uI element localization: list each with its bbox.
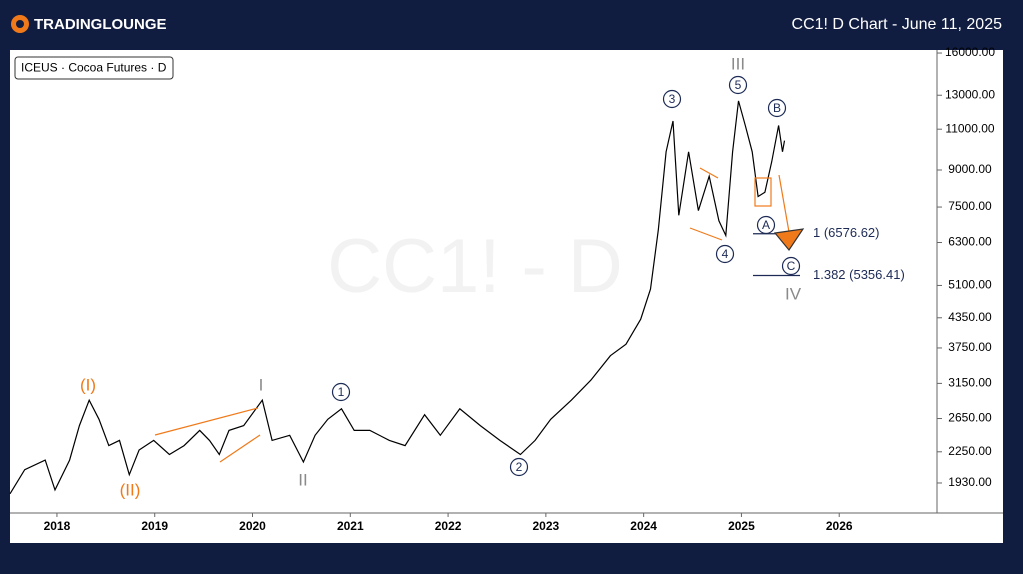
y-tick-label: 3750.00 bbox=[948, 340, 992, 354]
wave-label: A bbox=[762, 218, 770, 232]
wave-label: I bbox=[259, 375, 264, 394]
fib-level-label: 1 (6576.62) bbox=[813, 225, 880, 240]
logo-text: TRADINGLOUNGE bbox=[34, 16, 167, 33]
wave-circle bbox=[662, 89, 682, 109]
wave-circle bbox=[756, 215, 776, 235]
logo-icon-inner bbox=[16, 20, 24, 28]
x-tick-label: 2026 bbox=[826, 519, 853, 533]
wave-label: 2 bbox=[516, 460, 523, 474]
trend-line bbox=[154, 407, 259, 436]
x-tick-label: 2024 bbox=[630, 519, 657, 533]
price-line bbox=[9, 100, 786, 495]
wave-label: 4 bbox=[722, 247, 729, 261]
wave-label: C bbox=[787, 259, 796, 273]
trend-line bbox=[219, 434, 261, 463]
wave-circle bbox=[728, 75, 748, 95]
wave-circle bbox=[781, 256, 801, 276]
x-tick-label: 2023 bbox=[533, 519, 560, 533]
y-tick-label: 5100.00 bbox=[948, 278, 992, 292]
y-tick-label: 16000.00 bbox=[945, 45, 995, 59]
plot-background bbox=[10, 50, 1003, 543]
y-tick-label: 2250.00 bbox=[948, 444, 992, 458]
y-tick-label: 6300.00 bbox=[948, 235, 992, 249]
wave-drawings bbox=[154, 167, 805, 463]
trend-line bbox=[699, 167, 719, 179]
wave-label: (I) bbox=[80, 375, 96, 394]
fib-level-label: 1.382 (5356.41) bbox=[813, 267, 905, 282]
projection-line bbox=[778, 174, 790, 233]
y-tick-label: 13000.00 bbox=[945, 87, 995, 101]
wave-label: 1 bbox=[338, 385, 345, 399]
wave-label: (II) bbox=[120, 480, 141, 499]
wave-label: IV bbox=[785, 284, 802, 303]
y-tick-label: 3150.00 bbox=[948, 376, 992, 390]
y-tick-label: 1930.00 bbox=[948, 475, 992, 489]
wave-label: III bbox=[731, 54, 745, 73]
x-tick-label: 2025 bbox=[728, 519, 755, 533]
wave-label: II bbox=[298, 470, 307, 489]
target-triangle bbox=[773, 228, 805, 252]
wave-circle bbox=[767, 98, 787, 118]
logo: TRADINGLOUNGE bbox=[11, 15, 167, 33]
x-tick-label: 2022 bbox=[435, 519, 462, 533]
x-tick-label: 2018 bbox=[44, 519, 71, 533]
marks: 1930.00 2250.00 2650.00 3150.00 3750.00 4350.… bbox=[9, 45, 995, 533]
wave-label: 3 bbox=[669, 92, 676, 106]
y-tick-label: 4350.00 bbox=[948, 310, 992, 324]
y-tick-label: 2650.00 bbox=[948, 411, 992, 425]
wave-circle bbox=[331, 382, 351, 402]
x-tick-label: 2021 bbox=[337, 519, 364, 533]
x-tick-label: 2019 bbox=[141, 519, 168, 533]
y-tick-label: 7500.00 bbox=[948, 199, 992, 213]
chart-title: CC1! D Chart - June 11, 2025 bbox=[792, 16, 1003, 33]
y-tick-label: 9000.00 bbox=[948, 162, 992, 176]
wave-label: B bbox=[773, 101, 781, 115]
y-tick-label: 11000.00 bbox=[945, 121, 994, 135]
wave-circle bbox=[715, 244, 735, 264]
box-outline bbox=[754, 177, 772, 207]
trend-line bbox=[689, 227, 723, 241]
legend-box bbox=[14, 56, 174, 80]
wave-circle bbox=[509, 457, 529, 477]
x-tick-label: 2020 bbox=[239, 519, 266, 533]
wave-label: 5 bbox=[735, 78, 742, 92]
legend-text: ICEUS · Cocoa Futures · D bbox=[21, 61, 167, 75]
watermark: CC1! - D bbox=[327, 224, 623, 309]
